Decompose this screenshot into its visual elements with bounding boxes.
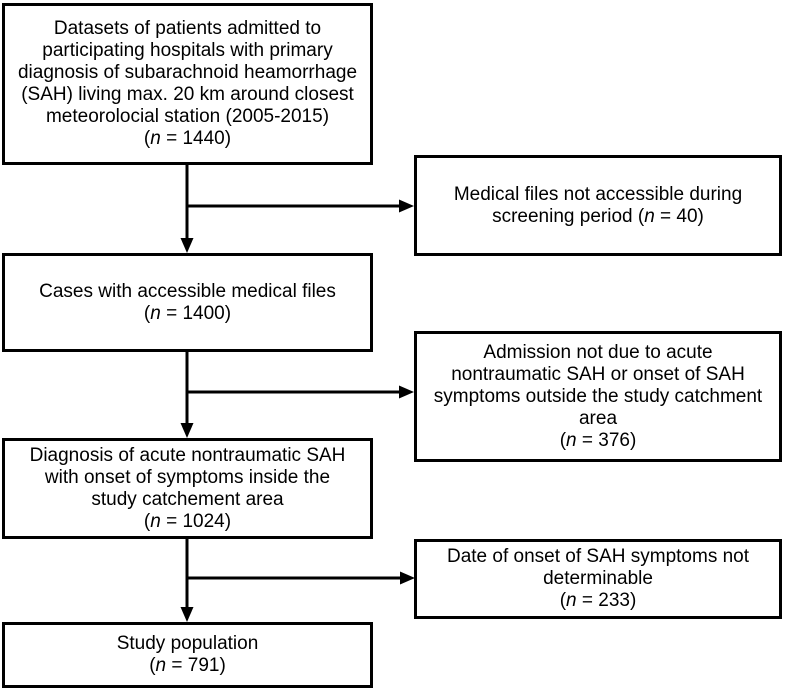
arrow-accessible-files-to-diagnosis (180, 352, 194, 438)
flow-box-accessible-files-text: Cases with accessible medical files (n = … (39, 280, 336, 324)
arrow-branch-onset-not-determinable (187, 571, 415, 585)
arrow-diagnosis-to-study-population (180, 539, 194, 622)
flow-box-admission-excluded-text: Admission not due to acute nontraumatic S… (433, 341, 763, 451)
arrow-branch-admission-excluded (187, 385, 414, 399)
flow-box-admission-excluded: Admission not due to acute nontraumatic S… (414, 331, 782, 462)
flow-box-study-population: Study population (n = 791) (2, 622, 373, 688)
flow-box-onset-not-determinable-text: Date of onset of SAH symptoms not determi… (446, 546, 750, 611)
flow-box-datasets-text: Datasets of patients admitted to particip… (17, 18, 358, 149)
flow-box-files-not-accessible: Medical files not accessible during scree… (414, 155, 782, 256)
flow-box-diagnosis-text: Diagnosis of acute nontraumatic SAH with … (29, 444, 346, 532)
flow-box-study-population-text: Study population (n = 791) (116, 633, 259, 676)
flow-box-diagnosis: Diagnosis of acute nontraumatic SAH with … (2, 438, 373, 539)
flow-box-files-not-accessible-text: Medical files not accessible during scree… (453, 183, 743, 227)
arrow-datasets-to-accessible-files (180, 165, 194, 253)
flow-box-accessible-files: Cases with accessible medical files (n = … (2, 253, 373, 352)
arrow-branch-files-not-accessible (187, 199, 414, 213)
flow-box-datasets: Datasets of patients admitted to particip… (2, 3, 373, 165)
flow-box-onset-not-determinable: Date of onset of SAH symptoms not determi… (414, 539, 782, 619)
